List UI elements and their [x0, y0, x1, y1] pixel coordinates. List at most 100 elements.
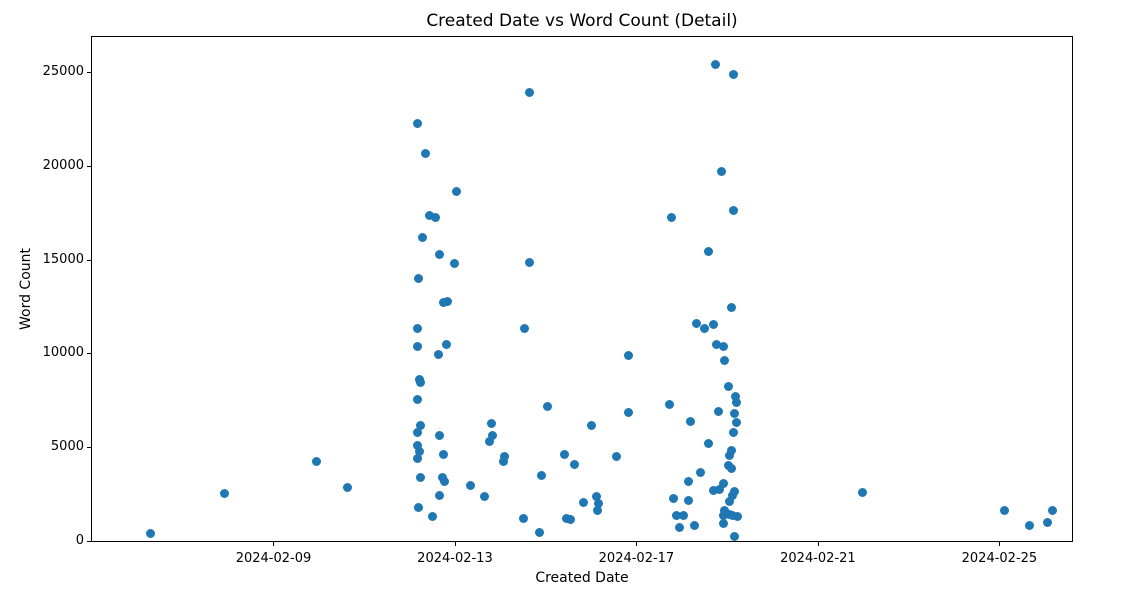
y-tick-mark — [87, 165, 91, 167]
data-point — [415, 447, 425, 457]
data-point — [611, 452, 621, 462]
data-point — [450, 259, 459, 269]
x-tick-mark — [273, 542, 275, 546]
data-point — [145, 528, 155, 538]
data-point — [728, 510, 738, 520]
x-tick-mark — [454, 542, 456, 546]
data-point — [729, 428, 739, 438]
x-tick-mark — [999, 542, 1001, 546]
data-point — [729, 206, 739, 216]
data-point — [665, 399, 675, 409]
data-point — [729, 409, 739, 419]
data-point — [524, 88, 534, 98]
data-point — [718, 342, 728, 352]
data-point — [440, 477, 450, 487]
data-point — [518, 513, 528, 523]
y-tick-mark — [87, 447, 91, 449]
data-point — [220, 489, 230, 499]
y-tick-mark — [87, 541, 91, 542]
data-point — [1048, 505, 1058, 515]
data-point — [623, 407, 633, 417]
data-point — [488, 430, 498, 440]
data-point — [524, 257, 534, 267]
x-tick-mark — [817, 542, 819, 546]
data-point — [543, 401, 553, 411]
y-tick-mark — [87, 259, 91, 261]
data-point — [435, 431, 445, 441]
data-point — [418, 232, 428, 242]
data-point — [711, 60, 721, 70]
y-tick-label: 0 — [75, 533, 84, 548]
data-point — [443, 296, 453, 306]
x-tick-mark — [636, 542, 638, 546]
data-point — [413, 341, 423, 351]
data-point — [414, 503, 424, 513]
data-point — [691, 319, 701, 329]
data-point — [718, 518, 728, 528]
y-tick-label: 15000 — [42, 251, 84, 267]
data-point — [587, 420, 597, 430]
data-point — [421, 148, 431, 158]
data-point — [441, 340, 451, 350]
x-tick-label: 2024-02-17 — [598, 551, 675, 566]
data-point — [668, 493, 678, 503]
x-tick-label: 2024-02-13 — [417, 551, 493, 566]
data-point — [430, 213, 440, 223]
data-point — [724, 450, 734, 460]
data-point — [342, 482, 352, 492]
data-point — [729, 532, 739, 542]
data-point — [727, 445, 737, 455]
data-point — [480, 492, 490, 502]
data-point — [413, 395, 423, 405]
y-tick-label: 5000 — [50, 439, 84, 455]
x-tick-label: 2024-02-25 — [961, 551, 1038, 566]
data-point — [434, 349, 444, 359]
data-point — [719, 356, 729, 366]
data-point — [520, 323, 530, 333]
data-point — [466, 481, 476, 491]
x-tick-label: 2024-02-09 — [235, 551, 312, 566]
data-point — [592, 506, 602, 516]
data-point — [704, 438, 714, 448]
y-axis-label: Word Count — [18, 248, 34, 331]
data-point — [696, 468, 706, 478]
data-point — [719, 478, 729, 488]
data-point — [999, 505, 1009, 515]
data-point — [714, 407, 724, 417]
data-point — [413, 453, 423, 463]
data-point — [413, 428, 423, 438]
data-point — [434, 490, 444, 500]
data-point — [415, 473, 425, 483]
data-point — [729, 487, 739, 497]
data-point — [415, 378, 425, 388]
data-point — [731, 398, 741, 408]
data-point — [666, 213, 676, 223]
data-point — [711, 339, 721, 349]
data-point — [727, 302, 737, 312]
x-tick-label: 2024-02-21 — [780, 551, 856, 566]
x-axis-label: Created Date — [535, 570, 629, 586]
data-point — [424, 211, 434, 221]
data-point — [413, 323, 423, 333]
plot-area: 2024-02-09 2024-02-13 2024-02-17 2024-02-21… — [43, 36, 1073, 566]
data-point — [312, 456, 322, 466]
data-point — [435, 249, 445, 259]
data-point — [485, 437, 495, 447]
data-point — [413, 274, 423, 284]
data-point — [709, 320, 719, 330]
data-point — [731, 391, 741, 401]
data-point — [623, 351, 633, 361]
data-point — [1043, 518, 1053, 528]
data-point — [700, 324, 709, 334]
data-point — [683, 496, 693, 506]
data-point — [578, 497, 588, 507]
data-point — [593, 498, 603, 508]
data-point — [732, 512, 742, 522]
data-point — [566, 514, 576, 524]
data-point — [731, 418, 741, 428]
data-point — [679, 511, 689, 521]
data-point — [439, 449, 449, 459]
data-point — [535, 527, 545, 537]
data-point — [415, 420, 425, 430]
